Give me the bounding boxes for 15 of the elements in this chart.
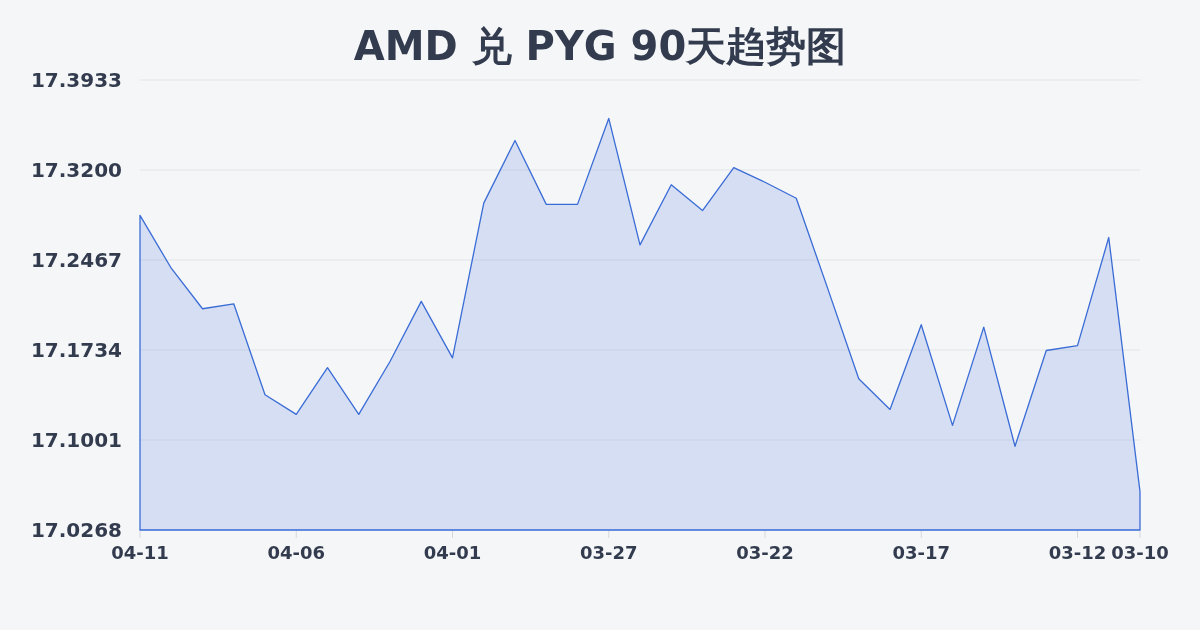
x-tick-label: 03-17	[892, 542, 951, 563]
y-tick-label: 17.3200	[30, 158, 122, 182]
y-tick-label: 17.1001	[30, 428, 122, 452]
chart-title: AMD 兑 PYG 90天趋势图	[353, 23, 847, 69]
y-tick-label: 17.0268	[30, 518, 122, 542]
x-tick-label: 04-11	[111, 542, 169, 563]
x-tick-label: 03-10	[1111, 542, 1169, 563]
y-tick-label: 17.2467	[30, 248, 122, 272]
x-tick-label: 04-06	[267, 542, 326, 563]
x-tick-label: 03-22	[736, 542, 794, 563]
x-tick-label: 04-01	[423, 542, 482, 563]
x-tick-label: 03-12	[1048, 542, 1107, 563]
y-tick-label: 17.1734	[30, 338, 122, 362]
y-tick-label: 17.3933	[30, 68, 122, 92]
x-tick-label: 03-27	[579, 542, 638, 563]
